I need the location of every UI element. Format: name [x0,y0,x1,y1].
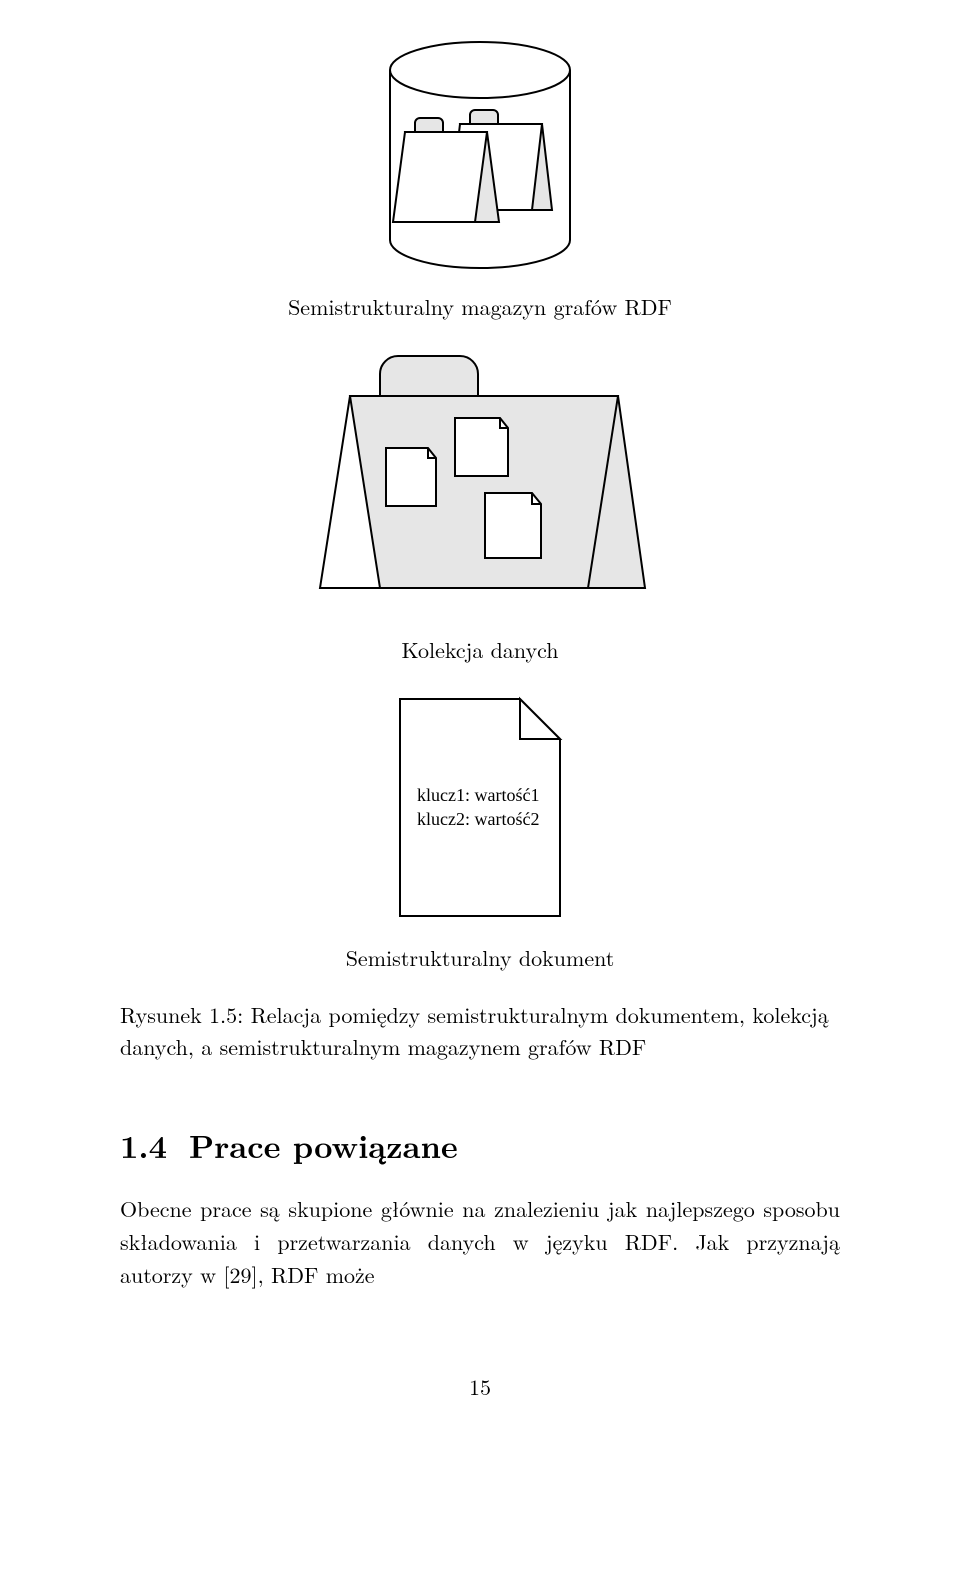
folder-icon [310,348,650,618]
diagram-database-label: Semistrukturalny magazyn grafów RDF [120,291,840,322]
doc-line2: klucz2: wartość2 [417,809,539,829]
body-paragraph: Obecne prace są skupione głównie na znal… [120,1192,840,1291]
page: Semistrukturalny magazyn grafów RDF [0,0,960,1442]
diagram-folder-label: Kolekcja danych [120,634,840,665]
diagram-database [120,40,840,275]
figure-caption: Rysunek 1.5: Relacja pomiędzy semistrukt… [120,999,840,1063]
section-title: Prace powiązane [189,1123,458,1168]
diagram-document: klucz1: wartość1 klucz2: wartość2 [120,691,840,926]
diagram-folder [120,348,840,618]
section-heading: 1.4 Prace powiązane [120,1123,840,1168]
page-number: 15 [120,1371,840,1402]
document-icon: klucz1: wartość1 klucz2: wartość2 [385,691,575,926]
diagram-document-label: Semistrukturalny dokument [120,942,840,973]
doc-line1: klucz1: wartość1 [417,785,539,805]
database-cylinder-icon [365,40,595,275]
section-number: 1.4 [120,1123,167,1168]
